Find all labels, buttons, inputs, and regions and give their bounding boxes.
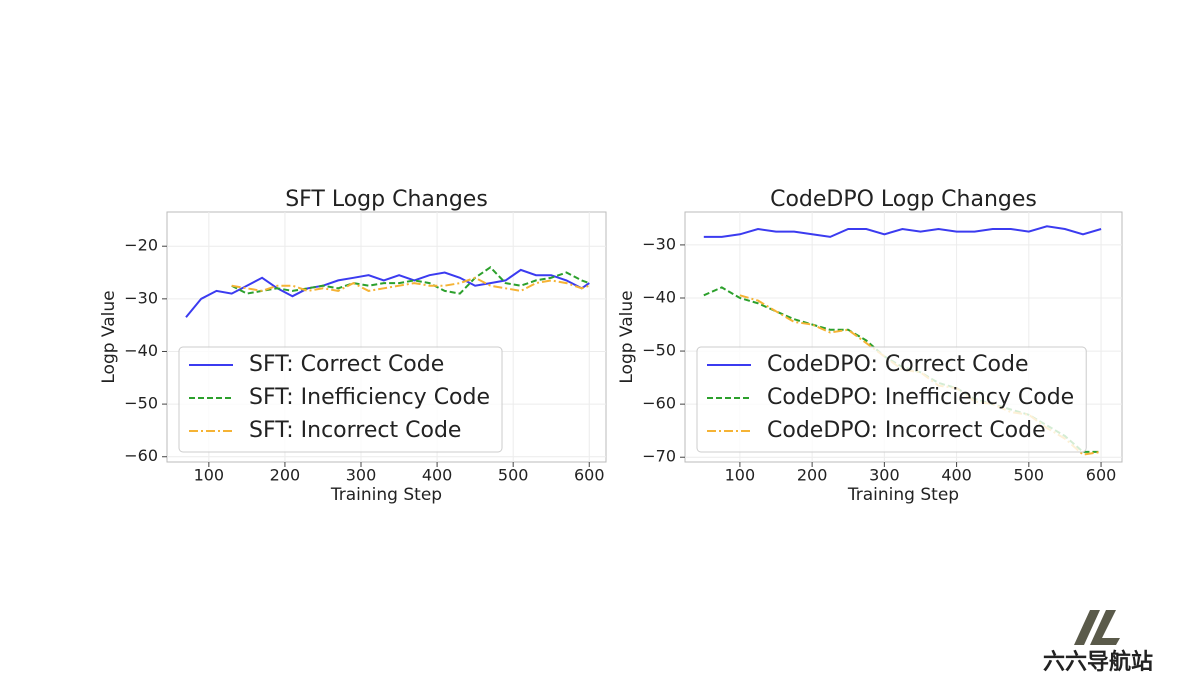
x-tick-label: 100: [725, 466, 756, 485]
y-tick-label: −20: [124, 236, 158, 255]
x-tick-label: 200: [797, 466, 828, 485]
legend-box: [178, 346, 503, 453]
y-tick-label: −40: [642, 287, 676, 306]
legend-label: SFT: Correct Code: [249, 352, 444, 377]
watermark: 六六导航站: [1043, 649, 1153, 675]
x-axis-label: Training Step: [330, 485, 442, 505]
series-line: [231, 265, 590, 295]
x-tick-label: 300: [346, 466, 377, 485]
y-axis-label: Logp Value: [617, 290, 637, 383]
x-tick-label: 400: [422, 466, 453, 485]
legend: SFT: Correct Code SFT: Inefficiency Code S…: [178, 346, 503, 453]
legend-label: SFT: Incorrect Code: [249, 418, 461, 443]
x-tick-label: 400: [941, 466, 972, 485]
y-tick-label: −30: [642, 234, 676, 253]
chart-title: SFT Logp Changes: [285, 187, 488, 212]
y-tick-label: −50: [124, 394, 158, 413]
legend-label: CodeDPO: Inefficiency Code: [767, 385, 1074, 410]
x-tick-label: 500: [1014, 466, 1045, 485]
y-tick-label: −60: [124, 446, 158, 465]
series-line: [703, 225, 1102, 238]
x-tick-label: 100: [194, 466, 225, 485]
watermark-logo: [1074, 610, 1120, 645]
x-tick-label: 600: [1086, 466, 1117, 485]
x-tick-label: 600: [574, 466, 605, 485]
legend-label: SFT: Inefficiency Code: [249, 385, 490, 410]
legend-box: [696, 346, 1087, 453]
y-axis-label: Logp Value: [99, 290, 119, 383]
y-tick-label: −70: [642, 447, 676, 466]
y-tick-label: −60: [642, 394, 676, 413]
x-axis-label: Training Step: [847, 485, 959, 505]
chart-title: CodeDPO Logp Changes: [770, 187, 1037, 212]
y-tick-label: −50: [642, 341, 676, 360]
series-line: [231, 276, 590, 292]
y-tick-label: −30: [124, 288, 158, 307]
x-tick-label: 200: [270, 466, 301, 485]
legend-label: CodeDPO: Incorrect Code: [767, 418, 1046, 443]
legend: CodeDPO: Correct Code CodeDPO: Inefficien…: [696, 346, 1087, 453]
legend-label: CodeDPO: Correct Code: [767, 352, 1028, 377]
series-line: [185, 268, 590, 318]
x-tick-label: 300: [869, 466, 900, 485]
x-tick-label: 500: [498, 466, 529, 485]
y-tick-label: −40: [124, 341, 158, 360]
